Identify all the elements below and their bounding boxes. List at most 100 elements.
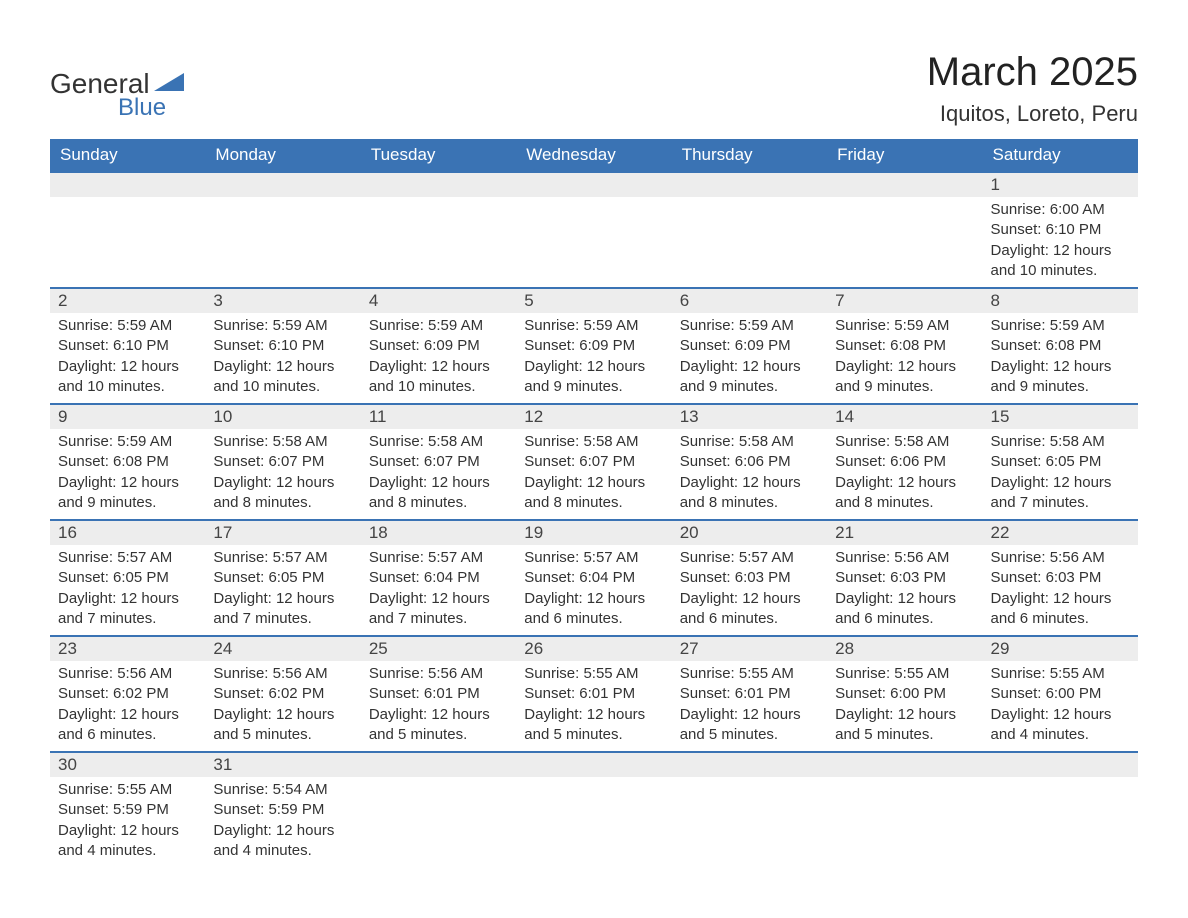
day-detail-line: Daylight: 12 hours [369, 705, 508, 725]
calendar-cell: 4Sunrise: 5:59 AMSunset: 6:09 PMDaylight… [361, 288, 516, 404]
calendar-cell: 31Sunrise: 5:54 AMSunset: 5:59 PMDayligh… [205, 752, 360, 867]
header: General Blue March 2025 Iquitos, Loreto,… [50, 50, 1138, 127]
day-detail-line: Sunset: 6:08 PM [835, 336, 974, 356]
day-number: 4 [361, 289, 516, 313]
day-detail-line: Daylight: 12 hours [213, 705, 352, 725]
day-details: Sunrise: 5:58 AMSunset: 6:07 PMDaylight:… [516, 429, 671, 519]
day-details: Sunrise: 5:57 AMSunset: 6:04 PMDaylight:… [516, 545, 671, 635]
day-number: 6 [672, 289, 827, 313]
day-detail-line: Daylight: 12 hours [680, 473, 819, 493]
day-detail-line: Daylight: 12 hours [524, 357, 663, 377]
day-number: 24 [205, 637, 360, 661]
day-detail-line: Sunset: 6:07 PM [369, 452, 508, 472]
day-header: Friday [827, 139, 982, 172]
day-details: Sunrise: 5:59 AMSunset: 6:09 PMDaylight:… [516, 313, 671, 403]
calendar-cell: 25Sunrise: 5:56 AMSunset: 6:01 PMDayligh… [361, 636, 516, 752]
day-number: 23 [50, 637, 205, 661]
day-details: Sunrise: 5:56 AMSunset: 6:02 PMDaylight:… [50, 661, 205, 751]
calendar-cell: 23Sunrise: 5:56 AMSunset: 6:02 PMDayligh… [50, 636, 205, 752]
day-details [672, 777, 827, 847]
day-header: Wednesday [516, 139, 671, 172]
day-detail-line: Daylight: 12 hours [213, 473, 352, 493]
day-detail-line: Daylight: 12 hours [991, 357, 1130, 377]
day-detail-line: and 5 minutes. [680, 725, 819, 745]
day-number [672, 753, 827, 777]
day-detail-line: Daylight: 12 hours [58, 589, 197, 609]
day-detail-line: Sunrise: 5:55 AM [835, 664, 974, 684]
calendar-week-row: 9Sunrise: 5:59 AMSunset: 6:08 PMDaylight… [50, 404, 1138, 520]
day-number: 26 [516, 637, 671, 661]
day-number: 10 [205, 405, 360, 429]
day-detail-line: Daylight: 12 hours [369, 473, 508, 493]
day-detail-line: Sunrise: 5:57 AM [524, 548, 663, 568]
day-details: Sunrise: 5:59 AMSunset: 6:09 PMDaylight:… [672, 313, 827, 403]
day-detail-line: Sunrise: 5:57 AM [213, 548, 352, 568]
calendar-cell: 18Sunrise: 5:57 AMSunset: 6:04 PMDayligh… [361, 520, 516, 636]
day-detail-line: Sunrise: 5:59 AM [213, 316, 352, 336]
day-detail-line: and 8 minutes. [369, 493, 508, 513]
day-details: Sunrise: 5:58 AMSunset: 6:06 PMDaylight:… [827, 429, 982, 519]
day-detail-line: Daylight: 12 hours [991, 241, 1130, 261]
day-details [827, 777, 982, 847]
calendar-cell [827, 752, 982, 867]
day-number: 27 [672, 637, 827, 661]
day-detail-line: and 7 minutes. [991, 493, 1130, 513]
day-detail-line: Daylight: 12 hours [524, 589, 663, 609]
day-detail-line: Daylight: 12 hours [58, 357, 197, 377]
day-detail-line: and 9 minutes. [680, 377, 819, 397]
calendar-cell [205, 172, 360, 288]
day-detail-line: and 10 minutes. [213, 377, 352, 397]
calendar-cell: 8Sunrise: 5:59 AMSunset: 6:08 PMDaylight… [983, 288, 1138, 404]
day-detail-line: Sunset: 6:10 PM [991, 220, 1130, 240]
day-detail-line: and 6 minutes. [835, 609, 974, 629]
day-detail-line: Daylight: 12 hours [835, 589, 974, 609]
calendar-cell: 19Sunrise: 5:57 AMSunset: 6:04 PMDayligh… [516, 520, 671, 636]
day-details [827, 197, 982, 267]
calendar-cell: 11Sunrise: 5:58 AMSunset: 6:07 PMDayligh… [361, 404, 516, 520]
day-details: Sunrise: 5:54 AMSunset: 5:59 PMDaylight:… [205, 777, 360, 867]
day-detail-line: Sunrise: 5:59 AM [835, 316, 974, 336]
day-detail-line: Sunset: 6:01 PM [524, 684, 663, 704]
day-number: 22 [983, 521, 1138, 545]
day-detail-line: and 10 minutes. [369, 377, 508, 397]
day-number [672, 173, 827, 197]
day-detail-line: Daylight: 12 hours [991, 589, 1130, 609]
day-number: 16 [50, 521, 205, 545]
day-detail-line: Sunset: 6:07 PM [213, 452, 352, 472]
day-detail-line: Daylight: 12 hours [58, 473, 197, 493]
day-number: 20 [672, 521, 827, 545]
day-detail-line: and 6 minutes. [524, 609, 663, 629]
day-detail-line: and 5 minutes. [524, 725, 663, 745]
day-detail-line: Sunrise: 5:59 AM [58, 316, 197, 336]
calendar-cell [983, 752, 1138, 867]
day-detail-line: Sunrise: 5:58 AM [835, 432, 974, 452]
day-detail-line: Sunrise: 5:59 AM [991, 316, 1130, 336]
day-number: 5 [516, 289, 671, 313]
day-number [827, 173, 982, 197]
day-number [516, 753, 671, 777]
day-detail-line: and 8 minutes. [213, 493, 352, 513]
day-detail-line: Sunrise: 5:56 AM [369, 664, 508, 684]
day-detail-line: and 10 minutes. [58, 377, 197, 397]
day-detail-line: Sunset: 6:08 PM [991, 336, 1130, 356]
day-detail-line: Daylight: 12 hours [369, 589, 508, 609]
day-details: Sunrise: 5:58 AMSunset: 6:07 PMDaylight:… [361, 429, 516, 519]
day-details: Sunrise: 5:55 AMSunset: 6:01 PMDaylight:… [672, 661, 827, 751]
calendar-cell: 21Sunrise: 5:56 AMSunset: 6:03 PMDayligh… [827, 520, 982, 636]
day-detail-line: Sunrise: 5:55 AM [58, 780, 197, 800]
calendar-cell [50, 172, 205, 288]
day-detail-line: Sunset: 6:05 PM [991, 452, 1130, 472]
calendar-cell: 9Sunrise: 5:59 AMSunset: 6:08 PMDaylight… [50, 404, 205, 520]
day-detail-line: Sunrise: 5:58 AM [680, 432, 819, 452]
day-details: Sunrise: 5:58 AMSunset: 6:07 PMDaylight:… [205, 429, 360, 519]
day-details: Sunrise: 5:55 AMSunset: 5:59 PMDaylight:… [50, 777, 205, 867]
day-number: 18 [361, 521, 516, 545]
day-detail-line: and 5 minutes. [369, 725, 508, 745]
day-details [516, 777, 671, 847]
day-details [361, 777, 516, 847]
day-number: 30 [50, 753, 205, 777]
day-detail-line: Sunrise: 5:55 AM [524, 664, 663, 684]
day-detail-line: Sunrise: 5:54 AM [213, 780, 352, 800]
day-details: Sunrise: 5:56 AMSunset: 6:01 PMDaylight:… [361, 661, 516, 751]
day-detail-line: and 9 minutes. [58, 493, 197, 513]
